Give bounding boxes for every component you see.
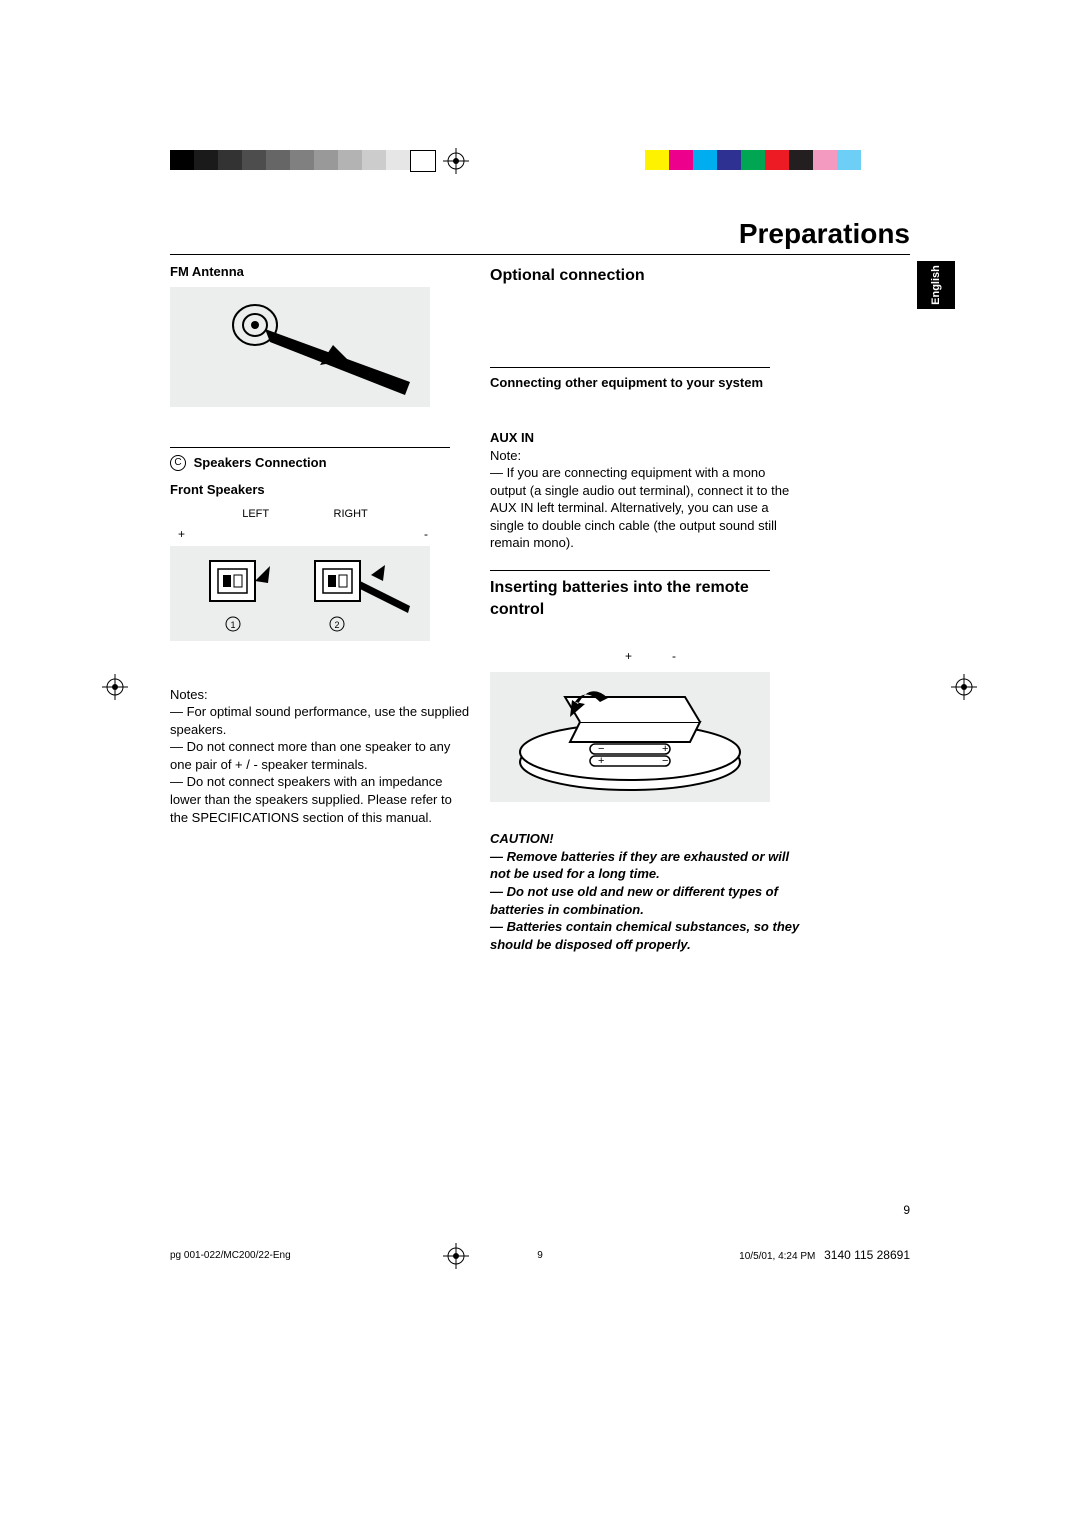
speakers-illustration: 1 2 (170, 546, 430, 641)
caution-label: CAUTION! (490, 830, 800, 848)
note-1: — For optimal sound performance, use the… (170, 703, 470, 738)
battery-illustration: − + + − (490, 672, 770, 802)
registration-mark-right (951, 674, 977, 700)
svg-text:1: 1 (230, 620, 235, 630)
speakers-connection-heading: C Speakers Connection (170, 454, 470, 472)
speakers-connection-label: Speakers Connection (194, 455, 327, 470)
left-column: FM Antenna C Speakers Connection Front S… (170, 263, 470, 826)
divider (170, 447, 450, 448)
color-bar (645, 150, 885, 170)
fm-antenna-illustration (170, 287, 430, 407)
footer: pg 001-022/MC200/22-Eng 9 10/5/01, 4:24 … (170, 1248, 910, 1262)
divider (490, 570, 770, 571)
right-column: Optional connection Connecting other equ… (490, 263, 800, 953)
page-title: Preparations (739, 218, 910, 250)
svg-text:+: + (662, 743, 668, 755)
registration-mark-left (102, 674, 128, 700)
notes-label: Notes: (170, 686, 470, 704)
battery-polarity: + - (625, 648, 800, 664)
batteries-heading: Inserting batteries into the remote cont… (490, 577, 800, 620)
note-2: — Do not connect more than one speaker t… (170, 738, 470, 773)
language-tab: English (917, 261, 955, 309)
note-3: — Do not connect speakers with an impeda… (170, 773, 470, 826)
caution-3: — Batteries contain chemical substances,… (490, 918, 800, 953)
svg-text:−: − (662, 755, 668, 767)
front-speakers-heading: Front Speakers (170, 481, 470, 499)
language-tab-label: English (930, 265, 942, 305)
polarity-labels: + - (170, 526, 436, 542)
caution-1: — Remove batteries if they are exhausted… (490, 848, 800, 883)
aux-in-heading: AUX IN (490, 429, 800, 447)
minus-label: - (424, 526, 428, 542)
plus-label: + (178, 526, 185, 542)
battery-minus: - (672, 648, 676, 664)
lr-labels: LEFT RIGHT (170, 507, 420, 522)
title-rule (170, 254, 910, 255)
label-right: RIGHT (334, 507, 368, 522)
footer-right: 10/5/01, 4:24 PM 3140 115 28691 (739, 1248, 910, 1262)
svg-text:2: 2 (334, 620, 339, 630)
label-left: LEFT (242, 507, 269, 522)
footer-page: 9 (537, 1250, 543, 1261)
optional-connection-heading: Optional connection (490, 265, 800, 287)
caution-2: — Do not use old and new or different ty… (490, 883, 800, 918)
aux-note: — If you are connecting equipment with a… (490, 464, 800, 552)
speakers-letter: C (170, 455, 186, 471)
aux-note-label: Note: (490, 447, 800, 465)
connecting-equipment-heading: Connecting other equipment to your syste… (490, 374, 800, 392)
divider (490, 367, 770, 368)
battery-plus: + (625, 648, 632, 664)
page-number: 9 (903, 1203, 910, 1217)
registration-mark-top (443, 148, 469, 174)
fm-antenna-heading: FM Antenna (170, 263, 470, 281)
footer-datetime: 10/5/01, 4:24 PM (739, 1251, 815, 1262)
svg-text:+: + (598, 755, 604, 767)
greyscale-bar (170, 150, 436, 170)
svg-text:−: − (598, 743, 604, 755)
footer-code: 3140 115 28691 (824, 1248, 910, 1262)
footer-file: pg 001-022/MC200/22-Eng (170, 1250, 291, 1261)
